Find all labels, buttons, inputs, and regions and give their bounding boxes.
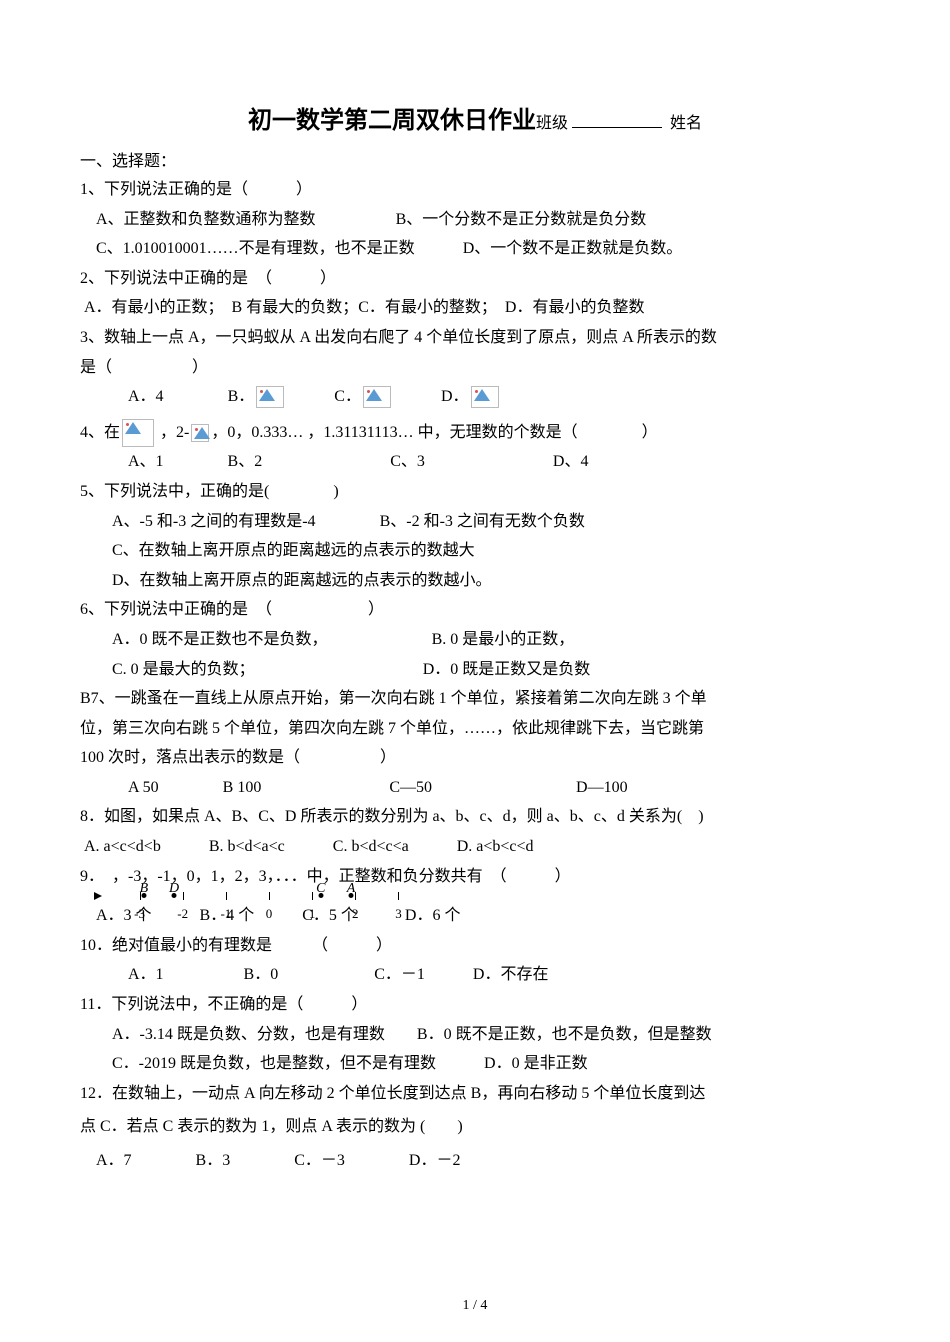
- name-label: 姓名: [670, 115, 702, 132]
- numberline-point-label: D: [169, 876, 179, 902]
- q5-c: C、在数轴上离开原点的距离越远的点表示的数越大: [80, 536, 870, 566]
- q4-stem: 4、在 ，2- ，0，0.333… ，1.31131113… 中，无理数的个数是（…: [80, 418, 870, 448]
- q12-l1: 12．在数轴上，一动点 A 向左移动 2 个单位长度到达点 B，再向右移动 5 …: [80, 1079, 870, 1109]
- q6-row2: C. 0 是最大的负数； D．0 既是正数又是负数: [80, 655, 870, 685]
- q3-c: C．: [334, 388, 361, 405]
- q12-l2: 点 C．若点 C 表示的数为 1，则点 A 表示的数为 ( ): [80, 1112, 870, 1142]
- q6-d: D．0 既是正数又是负数: [423, 661, 591, 678]
- q3-stem-2: 是（ ）: [80, 353, 870, 383]
- numberline-tick-label: 0: [266, 902, 273, 926]
- numberline-tick-label: -1: [220, 902, 231, 926]
- numberline-point-label: C: [316, 876, 325, 902]
- q1-opts-row1: A、正整数和负整数通称为整数 B、一个分数不是正分数就是负分数: [80, 205, 870, 235]
- q8-stem: 8．如图，如果点 A、B、C、D 所表示的数分别为 a、b、c、d，则 a、b、…: [80, 802, 870, 832]
- q5-d: D、在数轴上离开原点的距离越远的点表示的数越小。: [80, 566, 870, 596]
- q5-a: A、-5 和-3 之间的有理数是-4: [112, 513, 316, 530]
- placeholder-icon: [256, 386, 284, 408]
- numberline-tick: [226, 892, 227, 900]
- q9-stem-b: ，-3，-1，0，1，2，3，．．．中，正整数和负分数共有 （ ）: [112, 862, 870, 892]
- q1-opts-row2: C、1.010010001……不是有理数，也不是正数 D、一个数不是正数就是负数…: [80, 234, 870, 264]
- q9-row: 9． -3-2-10123BDCA ，-3，-1，0，1，2，3，．．．中，正整…: [80, 862, 870, 892]
- page-title: 初一数学第二周双休日作业: [248, 107, 536, 134]
- q6-b: B. 0 是最小的正数，: [432, 631, 575, 648]
- q1-a: A、正整数和负整数通称为整数: [96, 211, 316, 228]
- q11-b: B．0 既不是正数，也不是负数，但是整数: [417, 1026, 712, 1043]
- numberline-tick: [312, 892, 313, 900]
- q7-opts: A 50 B 100 C—50 D—100: [80, 773, 870, 803]
- q1-stem: 1、下列说法正确的是（ ）: [80, 175, 870, 205]
- q8-opts-text: A. a<c<d<b B. b<d<a<c C. b<d<c<a D. a<b<…: [84, 838, 534, 855]
- q1-c: C、1.010010001……不是有理数，也不是正数: [96, 240, 415, 257]
- numberline-arrow-icon: [94, 892, 102, 900]
- numberline-tick-label: -3: [134, 902, 145, 926]
- q1-d: D、一个数不是正数就是负数。: [463, 240, 683, 257]
- q5-row1: A、-5 和-3 之间的有理数是-4 B、-2 和-3 之间有无数个负数: [80, 507, 870, 537]
- q12-opts: A．7 B．3 C．－3 D．－2: [80, 1146, 870, 1176]
- placeholder-icon: [122, 419, 154, 447]
- q9-opts: A．3 个 B．4 个 C．5 个 D．6 个: [80, 901, 870, 931]
- q8-opts: A. a<c<d<b B. b<d<a<c C. b<d<c<a D. a<b<…: [80, 832, 870, 862]
- q2-a-d: A．有最小的正数； B 有最大的负数；C．有最小的整数； D．有最小的负整数: [84, 299, 644, 316]
- q10-stem: 10．绝对值最小的有理数是 （ ）: [80, 931, 870, 961]
- q3-d: D．: [441, 388, 469, 405]
- q1-b: B、一个分数不是正分数就是负分数: [396, 211, 647, 228]
- q7-l2: 位，第三次向右跳 5 个单位，第四次向左跳 7 个单位，……，依此规律跳下去，当…: [80, 714, 870, 744]
- placeholder-icon: [191, 424, 209, 442]
- section-1-heading: 一、选择题：: [80, 147, 870, 171]
- q11-row2: C．-2019 既是负数，也是整数，但不是有理数 D．0 是非正数: [80, 1049, 870, 1079]
- page-number: 1 / 4: [0, 1298, 950, 1314]
- q2-opts: A．有最小的正数； B 有最大的负数；C．有最小的整数； D．有最小的负整数: [80, 293, 870, 323]
- q3-a: A．4: [128, 388, 164, 405]
- q5-stem: 5、下列说法中，正确的是( ): [80, 477, 870, 507]
- q11-d: D．0 是非正数: [484, 1055, 588, 1072]
- q7-l1: B7、一跳蚤在一直线上从原点开始，第一次向右跳 1 个单位，紧接着第二次向左跳 …: [80, 684, 870, 714]
- placeholder-icon: [363, 386, 391, 408]
- numberline-tick-label: -2: [177, 902, 188, 926]
- q4-stem-a: 4、在: [80, 424, 120, 441]
- q9-stem-a: 9．: [80, 862, 104, 892]
- q4-stem-c: ，0，0.333… ，1.31131113… 中，无理数的个数是（ ）: [211, 424, 657, 441]
- numberline-tick: [269, 892, 270, 900]
- q7-l3: 100 次时，落点出表示的数是（ ）: [80, 743, 870, 773]
- q2-stem: 2、下列说法中正确的是 （ ）: [80, 264, 870, 294]
- q11-c: C．-2019 既是负数，也是整数，但不是有理数: [112, 1055, 436, 1072]
- numberline-tick-label: 3: [395, 902, 402, 926]
- numberline-tick: [183, 892, 184, 900]
- q3-b: B．: [228, 388, 255, 405]
- placeholder-icon: [471, 386, 499, 408]
- numberline-tick: [398, 892, 399, 900]
- title-line: 初一数学第二周双休日作业班级 姓名: [80, 100, 870, 135]
- q6-c: C. 0 是最大的负数；: [112, 661, 247, 678]
- q4-stem-b: ，2-: [160, 424, 189, 441]
- q11-a: A．-3.14 既是负数、分数，也是有理数: [112, 1026, 385, 1043]
- q5-b: B、-2 和-3 之间有无数个负数: [380, 513, 585, 530]
- numberline-tick-label: 1: [309, 902, 316, 926]
- q11-row1: A．-3.14 既是负数、分数，也是有理数 B．0 既不是正数，也不是负数，但是…: [80, 1020, 870, 1050]
- numberline-point-label: B: [140, 876, 149, 902]
- q6-a: A．0 既不是正数也不是负数，: [112, 631, 320, 648]
- page: 初一数学第二周双休日作业班级 姓名 一、选择题： 1、下列说法正确的是（ ） A…: [0, 0, 950, 1342]
- q3-opts: A．4 B． C． D．: [80, 382, 870, 412]
- q4-opts: A、1 B、2 C、3 D、4: [80, 447, 870, 477]
- q6-row1: A．0 既不是正数也不是负数， B. 0 是最小的正数，: [80, 625, 870, 655]
- q11-stem: 11．下列说法中，不正确的是（ ）: [80, 990, 870, 1020]
- q6-stem: 6、下列说法中正确的是 （ ）: [80, 595, 870, 625]
- class-label: 班级: [536, 115, 568, 132]
- q3-stem-1: 3、数轴上一点 A，一只蚂蚁从 A 出发向右爬了 4 个单位长度到了原点，则点 …: [80, 323, 870, 353]
- q10-opts: A．1 B．0 C．－1 D．不存在: [80, 960, 870, 990]
- numberline-tick-label: 2: [352, 902, 359, 926]
- numberline-point-label: A: [347, 876, 356, 902]
- class-blank: [572, 127, 662, 128]
